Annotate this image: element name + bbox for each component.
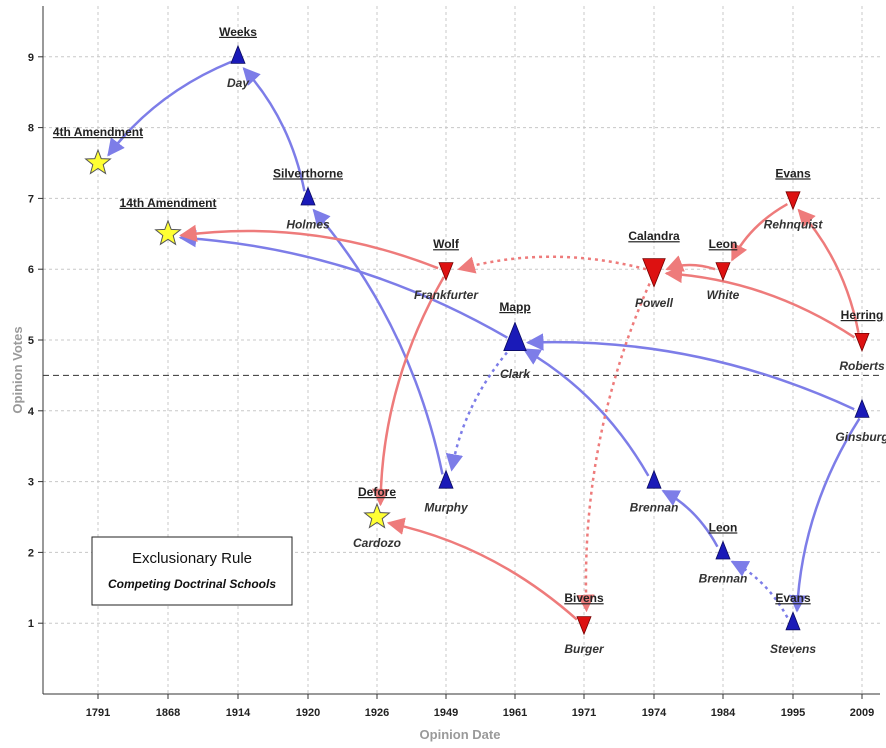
axes xyxy=(42,6,880,695)
x-axis-label: Opinion Date xyxy=(420,727,501,742)
case-label: 14th Amendment xyxy=(120,196,217,210)
triangle-up-marker xyxy=(715,540,731,560)
case-label: Silverthorne xyxy=(273,166,343,180)
justice-label: Murphy xyxy=(424,501,469,515)
triangle-up-marker xyxy=(785,611,801,631)
link-bivens-defore xyxy=(386,517,578,621)
link-leon_b-brennan74 xyxy=(661,489,719,548)
triangle-up-marker xyxy=(300,186,316,206)
case-label: Evans xyxy=(775,166,811,180)
triangle-up-marker xyxy=(854,398,870,418)
star-marker xyxy=(154,219,182,246)
justice-label: Rehnquist xyxy=(764,217,824,231)
justice-label: Clark xyxy=(500,367,531,381)
y-tick-label: 5 xyxy=(28,335,34,347)
link-leon_r-calandra xyxy=(665,255,716,272)
link-herring_b-evans_b xyxy=(789,417,861,613)
labels: 4th Amendment 14th Amendment Weeks Day Silve… xyxy=(53,25,886,656)
link-brennan74-mapp xyxy=(522,348,650,477)
justice-label: White xyxy=(707,288,740,302)
justice-label: Brennan xyxy=(630,501,679,515)
case-label: Bivens xyxy=(564,591,604,605)
case-label: 4th Amendment xyxy=(53,125,143,139)
case-label: Weeks xyxy=(219,25,257,39)
link-herring_b-mapp xyxy=(525,333,855,411)
x-tick-label: 1995 xyxy=(781,707,805,719)
link-weeks-amend4 xyxy=(107,60,233,157)
case-label: Leon xyxy=(709,520,738,534)
case-label: Mapp xyxy=(499,300,530,314)
link-calandra-wolf xyxy=(457,255,647,274)
justice-label: Day xyxy=(227,76,250,90)
case-label: Defore xyxy=(358,485,396,499)
x-tick-label: 2009 xyxy=(850,707,874,719)
link-mapp-murphy xyxy=(445,346,513,472)
link-herring_r-calandra xyxy=(664,265,856,339)
x-tick-label: 1949 xyxy=(434,707,458,719)
triangle-down-marker xyxy=(576,616,592,636)
link-evans_r-leon_r xyxy=(731,202,788,262)
triangle-up-marker xyxy=(646,469,662,489)
triangle-down-marker xyxy=(854,332,870,353)
x-tick-label: 1914 xyxy=(226,707,251,719)
link-murphy-silverthorne xyxy=(312,208,444,475)
triangle-down-marker xyxy=(438,262,454,282)
triangle-down-marker xyxy=(642,258,666,288)
legend-box-subtitle: Competing Doctrinal Schools xyxy=(108,577,276,591)
link-calandra-bivens xyxy=(577,276,654,613)
y-tick-label: 2 xyxy=(28,547,34,559)
link-evans_b-leon_b xyxy=(730,560,789,619)
y-tick-label: 3 xyxy=(28,477,34,489)
case-label: Calandra xyxy=(628,229,680,243)
justice-label: Ginsburg xyxy=(835,430,886,444)
y-tick-label: 1 xyxy=(28,618,34,630)
link-mapp-amend14 xyxy=(178,229,508,339)
nodes xyxy=(84,44,870,636)
x-tick-label: 1974 xyxy=(642,707,667,719)
justice-label: Powell xyxy=(635,296,674,310)
x-tick-label: 1926 xyxy=(365,707,389,719)
triangle-down-marker xyxy=(785,191,801,211)
x-tick-label: 1961 xyxy=(503,707,527,719)
justice-label: Brennan xyxy=(699,571,748,585)
triangle-down-marker xyxy=(715,262,731,282)
justice-label: Stevens xyxy=(770,642,816,656)
justice-label: Holmes xyxy=(286,217,330,231)
x-tick-label: 1920 xyxy=(296,707,320,719)
y-tick-label: 6 xyxy=(28,264,34,276)
links xyxy=(107,60,861,621)
y-tick-label: 7 xyxy=(28,193,34,205)
case-label: Leon xyxy=(709,237,738,251)
triangle-up-marker xyxy=(438,469,454,489)
case-label: Evans xyxy=(775,591,811,605)
x-tick-label: 1791 xyxy=(86,707,110,719)
y-axis-label: Opinion Votes xyxy=(10,326,25,413)
y-tick-label: 9 xyxy=(28,52,34,64)
x-tick-label: 1868 xyxy=(156,707,180,719)
link-silverthorne-weeks xyxy=(242,67,306,192)
x-axis-ticks: 1791 1868 1914 1920 1926 1949 1961 1971 1974 1984… xyxy=(86,694,874,719)
triangle-up-marker xyxy=(230,44,246,64)
justice-label: Roberts xyxy=(839,359,885,373)
star-marker xyxy=(84,148,112,175)
justice-label: Burger xyxy=(564,642,605,656)
legend-box-title: Exclusionary Rule xyxy=(132,550,252,567)
y-tick-label: 8 xyxy=(28,123,34,135)
case-label: Herring xyxy=(841,308,884,322)
y-axis-ticks: 1 2 3 4 5 6 7 8 9 xyxy=(28,52,43,630)
legend-box: Exclusionary Rule Competing Doctrinal Sc… xyxy=(91,536,293,606)
link-wolf-amend14 xyxy=(179,224,439,270)
y-tick-label: 4 xyxy=(28,406,35,418)
case-label: Wolf xyxy=(433,237,460,251)
x-tick-label: 1971 xyxy=(572,707,596,719)
justice-label: Frankfurter xyxy=(414,288,479,302)
x-tick-label: 1984 xyxy=(711,707,736,719)
triangle-up-marker xyxy=(503,321,527,351)
link-herring_r-evans_r xyxy=(797,208,860,334)
justice-label: Cardozo xyxy=(353,536,401,550)
star-marker xyxy=(363,502,391,529)
link-wolf-defore xyxy=(371,276,445,507)
